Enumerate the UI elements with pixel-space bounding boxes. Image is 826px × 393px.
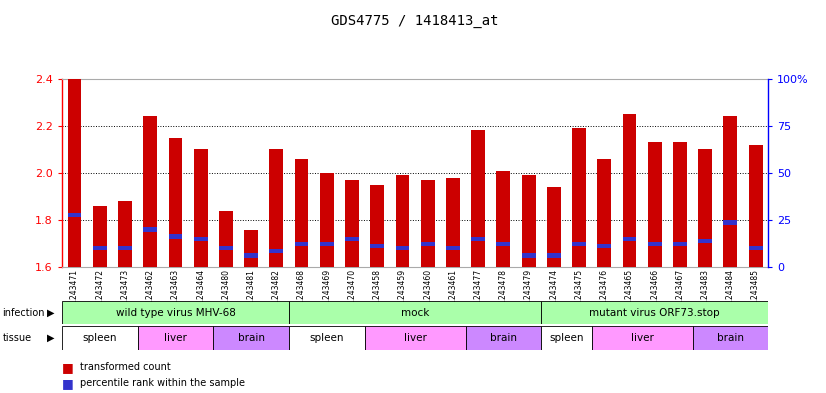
Bar — [345, 237, 359, 241]
Bar — [244, 253, 258, 257]
Bar — [623, 237, 636, 241]
Bar — [446, 178, 460, 267]
Bar — [541, 326, 591, 350]
Bar — [194, 149, 207, 267]
Bar — [62, 326, 138, 350]
Bar — [213, 326, 289, 350]
Bar — [364, 326, 466, 350]
Bar — [597, 159, 611, 267]
Bar — [370, 185, 384, 267]
Text: liver: liver — [630, 333, 653, 343]
Bar — [623, 114, 636, 267]
Bar — [541, 301, 768, 324]
Bar — [547, 187, 561, 267]
Text: GDS4775 / 1418413_at: GDS4775 / 1418413_at — [331, 14, 499, 28]
Bar — [289, 326, 364, 350]
Bar — [572, 128, 586, 267]
Bar — [370, 244, 384, 248]
Text: ▶: ▶ — [47, 333, 55, 343]
Bar — [724, 116, 738, 267]
Text: infection: infection — [2, 308, 45, 318]
Bar — [118, 201, 132, 267]
Bar — [698, 239, 712, 243]
Bar — [673, 142, 687, 267]
Bar — [466, 326, 541, 350]
Bar — [118, 246, 132, 250]
Text: brain: brain — [238, 333, 264, 343]
Text: ■: ■ — [62, 376, 74, 390]
Bar — [345, 180, 359, 267]
Bar — [269, 249, 283, 253]
Bar — [93, 246, 107, 250]
Bar — [420, 242, 434, 246]
Bar — [320, 173, 334, 267]
Bar — [169, 235, 183, 239]
Bar — [169, 138, 183, 267]
Bar — [597, 244, 611, 248]
Text: brain: brain — [717, 333, 744, 343]
Bar — [219, 246, 233, 250]
Bar — [93, 206, 107, 267]
Bar — [289, 301, 541, 324]
Bar — [68, 79, 82, 267]
Text: spleen: spleen — [83, 333, 117, 343]
Text: brain: brain — [490, 333, 517, 343]
Bar — [295, 242, 308, 246]
Text: wild type virus MHV-68: wild type virus MHV-68 — [116, 308, 235, 318]
Bar — [572, 242, 586, 246]
Bar — [138, 326, 213, 350]
Bar — [420, 180, 434, 267]
Bar — [244, 230, 258, 267]
Bar — [396, 175, 410, 267]
Bar — [396, 246, 410, 250]
Bar — [648, 142, 662, 267]
Bar — [692, 326, 768, 350]
Bar — [62, 301, 289, 324]
Bar — [194, 237, 207, 241]
Bar — [496, 242, 510, 246]
Text: percentile rank within the sample: percentile rank within the sample — [80, 378, 245, 388]
Bar — [143, 116, 157, 267]
Bar — [724, 220, 738, 224]
Text: mutant virus ORF73.stop: mutant virus ORF73.stop — [590, 308, 720, 318]
Text: liver: liver — [164, 333, 187, 343]
Bar — [269, 149, 283, 267]
Bar — [68, 213, 82, 217]
Bar — [496, 171, 510, 267]
Text: transformed count: transformed count — [80, 362, 171, 373]
Bar — [522, 175, 535, 267]
Bar — [648, 242, 662, 246]
Bar — [591, 326, 692, 350]
Bar — [698, 149, 712, 267]
Bar — [471, 130, 485, 267]
Bar — [446, 246, 460, 250]
Bar — [748, 145, 762, 267]
Bar — [143, 228, 157, 231]
Text: mock: mock — [401, 308, 430, 318]
Text: ■: ■ — [62, 361, 74, 374]
Bar — [547, 253, 561, 257]
Bar — [320, 242, 334, 246]
Bar — [219, 211, 233, 267]
Text: liver: liver — [404, 333, 426, 343]
Bar — [295, 159, 308, 267]
Bar — [673, 242, 687, 246]
Bar — [522, 253, 535, 257]
Text: tissue: tissue — [2, 333, 31, 343]
Text: spleen: spleen — [549, 333, 584, 343]
Bar — [471, 237, 485, 241]
Bar — [748, 246, 762, 250]
Text: ▶: ▶ — [47, 308, 55, 318]
Text: spleen: spleen — [310, 333, 344, 343]
